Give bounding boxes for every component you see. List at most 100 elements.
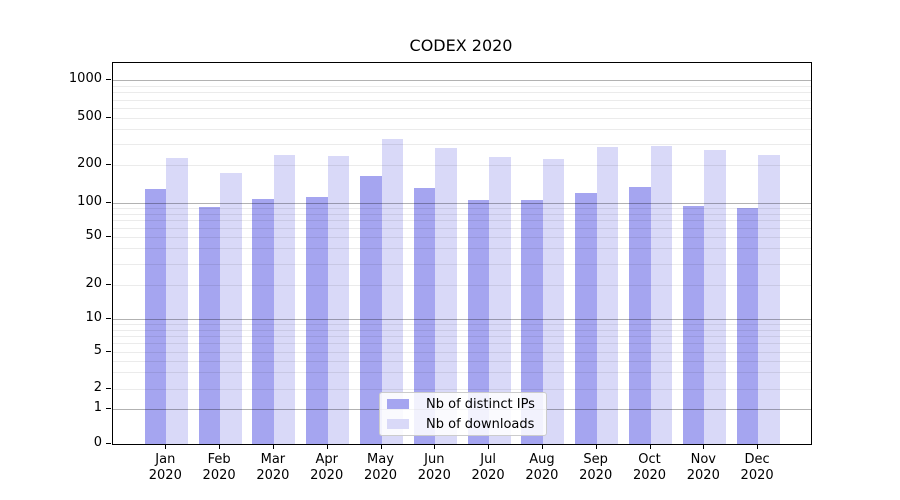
bar-downloads-oct bbox=[650, 145, 672, 444]
bar-distinct-ips-jul bbox=[467, 199, 490, 444]
y-tick-mark-10 bbox=[106, 318, 111, 320]
x-tick-mark-may bbox=[380, 444, 382, 449]
x-tick-label-sep: Sep 2020 bbox=[564, 452, 628, 484]
x-tick-month: Mar bbox=[260, 452, 286, 467]
y-tick-label-50: 50 bbox=[85, 227, 102, 243]
x-tick-mark-nov bbox=[703, 444, 705, 449]
gridline-minor-800 bbox=[113, 92, 811, 94]
x-tick-year: 2020 bbox=[148, 468, 182, 483]
bar-downloads-may bbox=[381, 138, 403, 444]
gridline-minor-20 bbox=[113, 285, 811, 286]
x-tick-mark-jan bbox=[165, 444, 167, 449]
x-tick-mark-aug bbox=[541, 444, 543, 449]
gridline-minor-5 bbox=[113, 351, 811, 353]
bar-downloads-jan bbox=[166, 158, 188, 444]
y-tick-label-1000: 1000 bbox=[68, 71, 102, 87]
y-tick-mark-0 bbox=[106, 442, 111, 444]
x-tick-label-may: May 2020 bbox=[349, 452, 413, 484]
x-tick-mark-sep bbox=[595, 444, 597, 449]
gridline-major-100 bbox=[113, 202, 811, 204]
x-tick-year: 2020 bbox=[471, 468, 505, 483]
x-tick-year: 2020 bbox=[363, 468, 398, 483]
x-tick-label-mar: Mar 2020 bbox=[241, 452, 305, 484]
gridline-minor-500 bbox=[113, 117, 811, 119]
x-tick-label-jan: Jan 2020 bbox=[133, 452, 197, 484]
gridline-minor-900 bbox=[113, 85, 811, 87]
x-tick-month: Sep bbox=[583, 452, 608, 467]
bar-downloads-nov bbox=[704, 150, 726, 444]
x-tick-year: 2020 bbox=[310, 468, 344, 483]
bar-downloads-jun bbox=[435, 147, 457, 444]
gridline-minor-700 bbox=[113, 99, 811, 101]
bar-distinct-ips-may bbox=[360, 175, 382, 444]
gridline-minor-300 bbox=[113, 144, 811, 146]
x-tick-year: 2020 bbox=[417, 468, 451, 483]
gridline-major-1000 bbox=[113, 80, 811, 82]
gridline-minor-2 bbox=[113, 388, 811, 390]
gridline-minor-4 bbox=[113, 360, 811, 362]
gridline-minor-3 bbox=[113, 372, 811, 374]
y-tick-mark-50 bbox=[106, 235, 111, 237]
y-tick-mark-5 bbox=[106, 350, 111, 352]
x-tick-mark-apr bbox=[326, 444, 328, 449]
legend-label-downloads: Nb of downloads bbox=[426, 416, 535, 432]
y-tick-label-0: 0 bbox=[93, 434, 102, 450]
x-tick-label-dec: Dec 2020 bbox=[725, 452, 789, 484]
bar-distinct-ips-nov bbox=[682, 206, 705, 444]
x-tick-year: 2020 bbox=[579, 468, 613, 483]
gridline-minor-60 bbox=[113, 227, 811, 229]
x-tick-month: Feb bbox=[207, 452, 231, 467]
bar-downloads-aug bbox=[542, 159, 565, 444]
legend-swatch-distinct-ips bbox=[387, 399, 409, 409]
x-tick-label-aug: Aug 2020 bbox=[510, 452, 574, 484]
x-tick-month: Jul bbox=[480, 452, 496, 467]
x-tick-mark-dec bbox=[757, 444, 759, 449]
gridline-minor-30 bbox=[113, 263, 811, 265]
x-tick-label-apr: Apr 2020 bbox=[295, 452, 359, 484]
bar-distinct-ips-aug bbox=[521, 200, 543, 444]
x-tick-mark-oct bbox=[649, 444, 651, 449]
y-tick-label-1: 1 bbox=[93, 399, 102, 415]
x-tick-label-jul: Jul 2020 bbox=[456, 452, 520, 484]
bar-downloads-feb bbox=[220, 172, 242, 444]
x-tick-label-nov: Nov 2020 bbox=[671, 452, 735, 484]
y-tick-label-10: 10 bbox=[85, 310, 102, 326]
bar-distinct-ips-jan bbox=[144, 188, 167, 444]
gridline-minor-400 bbox=[113, 129, 811, 131]
y-tick-label-5: 5 bbox=[93, 342, 102, 358]
chart-title: CODEX 2020 bbox=[409, 36, 513, 55]
gridline-minor-9 bbox=[113, 324, 811, 326]
legend-item-distinct-ips: Nb of distinct IPs bbox=[380, 394, 546, 414]
y-tick-mark-100 bbox=[106, 201, 111, 203]
bar-distinct-ips-oct bbox=[629, 187, 651, 444]
y-tick-label-2: 2 bbox=[93, 379, 102, 395]
x-tick-label-feb: Feb 2020 bbox=[187, 452, 251, 484]
bar-downloads-apr bbox=[327, 156, 350, 444]
y-tick-label-100: 100 bbox=[77, 193, 102, 209]
x-tick-year: 2020 bbox=[525, 468, 559, 483]
x-tick-month: Aug bbox=[529, 452, 555, 467]
x-tick-year: 2020 bbox=[202, 468, 236, 483]
gridline-minor-80 bbox=[113, 213, 811, 215]
y-tick-mark-200 bbox=[106, 164, 111, 166]
bar-distinct-ips-dec bbox=[736, 207, 759, 444]
gridline-minor-7 bbox=[113, 335, 811, 337]
gridline-minor-40 bbox=[113, 248, 811, 250]
gridline-major-10 bbox=[113, 319, 811, 321]
y-tick-mark-500 bbox=[106, 116, 111, 118]
y-tick-mark-20 bbox=[106, 284, 111, 285]
bar-downloads-sep bbox=[596, 146, 619, 444]
y-tick-mark-1000 bbox=[106, 79, 111, 81]
gridline-minor-600 bbox=[113, 107, 811, 109]
y-tick-mark-1 bbox=[106, 407, 111, 409]
x-tick-month: May bbox=[367, 452, 394, 467]
y-tick-mark-2 bbox=[106, 387, 111, 389]
x-tick-mark-jul bbox=[488, 444, 490, 449]
x-tick-year: 2020 bbox=[632, 468, 667, 483]
bar-distinct-ips-mar bbox=[252, 198, 274, 444]
x-tick-mark-feb bbox=[219, 444, 221, 449]
x-tick-year: 2020 bbox=[740, 468, 774, 483]
bar-downloads-mar bbox=[273, 155, 296, 444]
legend-swatch-downloads bbox=[387, 419, 409, 429]
